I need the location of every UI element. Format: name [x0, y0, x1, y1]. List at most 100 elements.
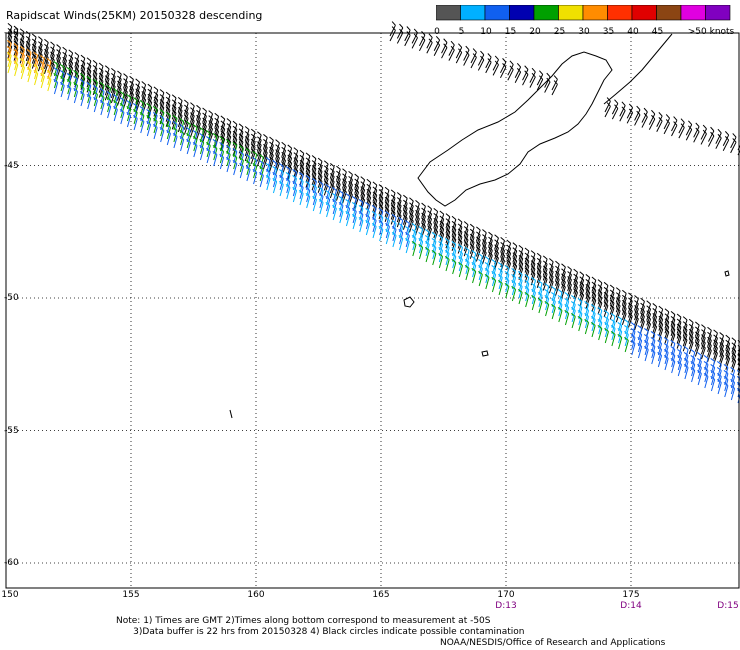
wind-barb-flag: [725, 344, 730, 349]
wind-barb-flag: [62, 66, 67, 71]
wind-barb-flag: [46, 70, 52, 74]
wind-barb: [40, 70, 45, 83]
wind-barb: [427, 228, 433, 241]
wind-barb-flag: [643, 346, 649, 350]
wind-barb: [707, 345, 712, 357]
wind-barb-flag: [269, 151, 274, 156]
wind-barb: [113, 103, 118, 116]
wind-barb-flag: [398, 223, 404, 227]
wind-barb: [319, 196, 324, 209]
wind-barb: [342, 186, 347, 199]
wind-barb-flag: [159, 109, 165, 113]
wind-barb-flag: [683, 358, 689, 362]
wind-barb: [500, 66, 507, 79]
wind-barb-flag: [232, 160, 238, 164]
wind-barb: [239, 166, 244, 179]
wind-barb-flag: [491, 271, 496, 275]
wind-barb-flag: [591, 291, 597, 296]
wind-barb-flag: [707, 336, 712, 341]
wind-barb-flag: [609, 299, 615, 304]
wind-barb-flag: [512, 242, 518, 247]
wind-barb: [7, 61, 12, 74]
wind-barb-flag: [238, 133, 244, 138]
wind-barb-flag: [40, 61, 45, 65]
wind-barb-flag: [506, 259, 511, 264]
wind-barb-flag: [351, 202, 357, 206]
wind-barb: [455, 47, 463, 59]
wind-barb: [326, 199, 331, 212]
wind-barb-flag: [488, 246, 493, 251]
wind-barb-flag: [517, 283, 523, 287]
wind-barb-flag: [603, 286, 609, 291]
wind-barb-flag: [494, 60, 499, 66]
wind-barb-flag: [650, 349, 656, 353]
lat-lon-grid: [6, 33, 739, 588]
wind-barb-flag: [226, 138, 232, 143]
wind-barb-flag: [245, 160, 251, 164]
wind-barb-flag: [345, 193, 350, 197]
wind-barb: [619, 110, 626, 122]
wind-barb-flag: [275, 149, 280, 154]
wind-barb-flag: [292, 175, 297, 179]
wind-barb: [730, 141, 737, 154]
wind-barb: [646, 318, 652, 331]
wind-barb: [208, 118, 214, 131]
wind-barb: [697, 373, 702, 386]
wind-barb-flag: [226, 133, 232, 138]
wind-barb: [579, 294, 585, 307]
wind-barb: [641, 111, 648, 123]
wind-barb: [682, 329, 688, 342]
wind-barb-flag: [390, 199, 396, 204]
wind-barb: [475, 244, 481, 257]
wind-barb: [701, 327, 706, 340]
wind-barb: [452, 256, 457, 269]
wind-barb-flag: [476, 236, 481, 241]
wind-barb: [275, 157, 280, 170]
wind-barb-flag: [537, 298, 543, 302]
wind-barb-flag: [265, 169, 271, 173]
wind-barb-flag: [643, 107, 648, 113]
wind-barb-flag: [323, 180, 329, 185]
wind-barb: [140, 121, 145, 134]
wind-barb-flag: [411, 241, 417, 245]
wind-barb: [621, 313, 627, 325]
wind-barb: [396, 32, 404, 44]
wind-barb: [263, 152, 268, 165]
wind-barb-flag: [617, 328, 623, 332]
wind-barb: [567, 289, 572, 302]
wind-barb-flag: [299, 169, 305, 174]
wind-barb: [317, 166, 323, 178]
wind-barb-flag: [500, 257, 505, 261]
wind-barb: [147, 97, 153, 109]
wind-barb-flag: [536, 267, 542, 272]
wind-barb-flag: [628, 302, 633, 307]
wind-barb: [558, 304, 563, 317]
wind-barb-flag: [405, 238, 410, 242]
wind-barb: [80, 63, 86, 75]
wind-barb: [287, 157, 293, 170]
wind-barb-flag: [652, 303, 657, 308]
wind-barb: [724, 385, 729, 398]
wind-barb-flag: [244, 141, 250, 146]
wind-barb-flag: [74, 72, 80, 77]
wind-barb-flag: [630, 334, 636, 338]
wind-barb: [488, 255, 493, 267]
wind-barb: [530, 263, 536, 276]
wind-barb-flag: [682, 331, 688, 336]
wind-barb-flag: [614, 104, 619, 109]
wind-barb: [392, 235, 397, 248]
wind-barb-flag: [129, 75, 134, 80]
wind-barb-flag: [431, 244, 437, 248]
wind-barb-flag: [371, 223, 377, 227]
wind-barb-flag: [293, 147, 299, 152]
wind-barb-flag: [719, 337, 724, 342]
wind-barb-flag: [332, 205, 337, 209]
wind-barb-flag: [244, 146, 250, 151]
wind-barb: [286, 181, 291, 194]
wind-barb: [561, 266, 566, 279]
wind-barb-flag: [99, 100, 105, 104]
wind-barb-flag: [25, 50, 31, 55]
wind-barb-flag: [622, 299, 627, 304]
wind-barb-flag: [365, 220, 370, 224]
wind-barb: [117, 84, 122, 96]
